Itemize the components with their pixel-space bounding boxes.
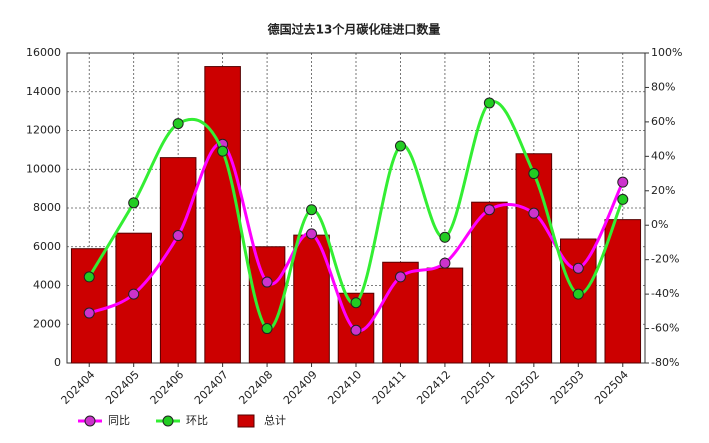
y-tick-label: 16000 — [26, 46, 61, 59]
y-tick-label: 8000 — [33, 201, 61, 214]
point — [528, 168, 540, 180]
x-tick-label: 202404 — [59, 368, 98, 407]
point — [128, 197, 140, 209]
x-tick-label: 202501 — [459, 368, 498, 407]
point — [439, 231, 451, 243]
point — [572, 288, 584, 300]
legend-label: 同比 — [108, 414, 130, 427]
legend-item: 总计 — [237, 413, 286, 428]
point — [172, 230, 184, 242]
x-tick-label: 202411 — [370, 368, 409, 407]
bar — [471, 201, 508, 364]
chart-title: 德国过去13个月碳化硅进口数量 — [268, 22, 441, 37]
x-tick-label: 202502 — [503, 368, 542, 407]
bar — [560, 238, 597, 364]
y2-tick-label: -20% — [651, 253, 679, 266]
bar — [604, 219, 642, 364]
y-tick-label: 12000 — [26, 124, 61, 137]
x-tick-label: 202412 — [414, 368, 453, 407]
bar — [204, 66, 241, 364]
bar — [248, 246, 286, 364]
x-tick-label: 202405 — [103, 368, 142, 407]
point — [128, 288, 140, 300]
bar — [515, 153, 553, 364]
point — [350, 324, 362, 336]
y2-tick-label: 60% — [651, 115, 675, 128]
bar — [159, 157, 197, 364]
point — [172, 118, 184, 130]
y2-tick-label: 0% — [651, 218, 668, 231]
y-tick-label: 0 — [54, 356, 61, 369]
x-tick-label: 202409 — [281, 368, 320, 407]
y-tick-label: 6000 — [33, 240, 61, 253]
point — [261, 323, 273, 335]
legend-marker — [162, 415, 174, 427]
legend-item: 环比 — [156, 414, 208, 427]
point — [483, 97, 495, 109]
x-tick-label: 202408 — [236, 368, 275, 407]
y2-tick-label: 100% — [651, 46, 682, 59]
point — [483, 204, 495, 216]
point — [572, 262, 584, 274]
bar — [426, 267, 464, 364]
y-tick-label: 14000 — [26, 85, 61, 98]
x-tick-label: 202503 — [548, 368, 587, 407]
point — [350, 297, 362, 309]
x-tick-label: 202504 — [592, 368, 631, 407]
legend-label: 环比 — [186, 414, 208, 427]
point — [617, 176, 629, 188]
y2-tick-label: 20% — [651, 184, 675, 197]
y-tick-label: 10000 — [26, 162, 61, 175]
legend-marker — [84, 415, 96, 427]
y2-tick-label: -60% — [651, 322, 679, 335]
bar — [70, 248, 108, 364]
point — [528, 207, 540, 219]
point — [83, 307, 95, 319]
x-tick-label: 202410 — [325, 368, 364, 407]
point — [306, 228, 318, 240]
point — [217, 145, 229, 157]
y2-tick-label: 80% — [651, 80, 675, 93]
point — [394, 271, 406, 283]
legend-item: 同比 — [78, 414, 130, 427]
y2-tick-label: -80% — [651, 356, 679, 369]
legend-swatch — [237, 414, 255, 428]
y2-tick-label: 40% — [651, 149, 675, 162]
point — [261, 276, 273, 288]
x-tick-label: 202406 — [148, 368, 187, 407]
point — [394, 140, 406, 152]
point — [617, 193, 629, 205]
y-tick-label: 2000 — [33, 317, 61, 330]
point — [306, 204, 318, 216]
legend-label: 总计 — [264, 413, 286, 427]
point — [83, 271, 95, 283]
x-tick-label: 202407 — [192, 368, 231, 407]
y2-tick-label: -40% — [651, 287, 679, 300]
y-tick-label: 4000 — [33, 279, 61, 292]
point — [439, 257, 451, 269]
